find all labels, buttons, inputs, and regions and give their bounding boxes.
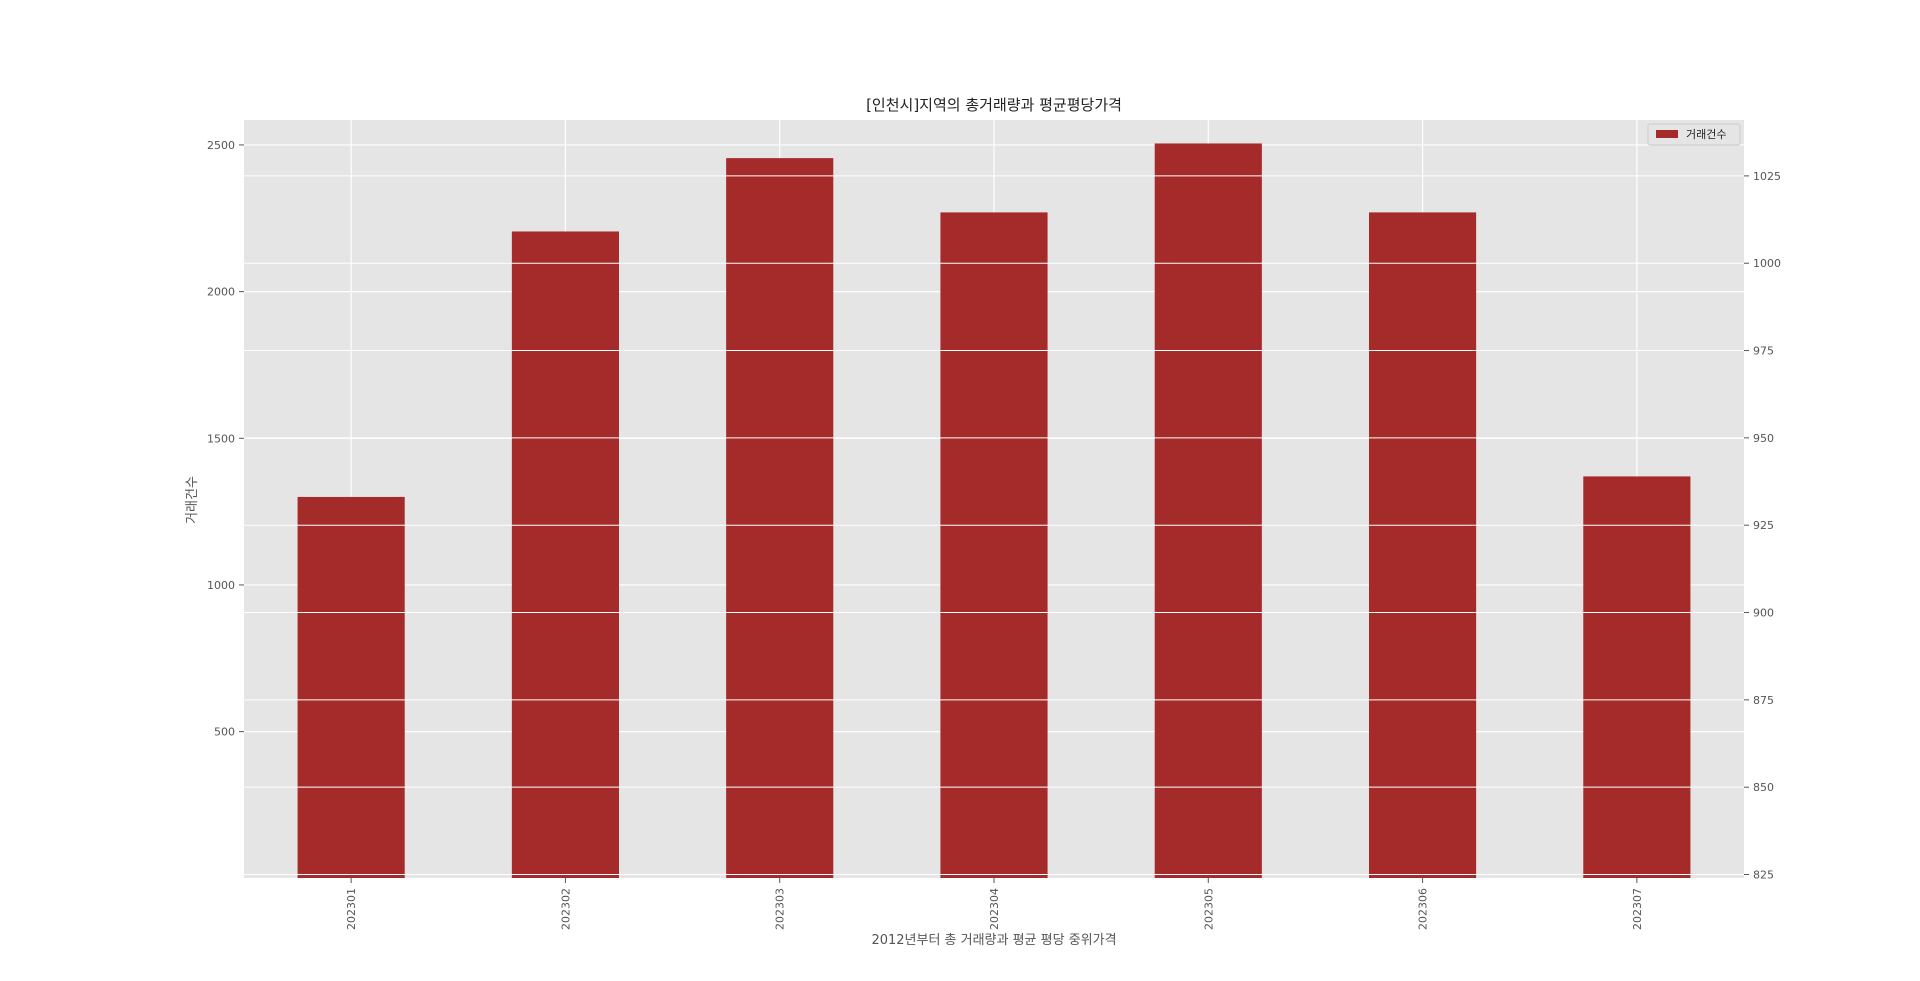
y2-tick-label: 1000 xyxy=(1753,257,1781,270)
y-axis-label: 거래건수 xyxy=(185,476,200,524)
bar xyxy=(1154,143,1262,878)
x-tick-label: 202304 xyxy=(988,888,1001,930)
legend-swatch xyxy=(1656,130,1678,138)
y2-tick-label: 925 xyxy=(1753,519,1774,532)
bar xyxy=(1369,212,1477,878)
y-tick-label: 500 xyxy=(214,726,235,739)
x-tick-label: 202306 xyxy=(1417,888,1430,930)
y2-tick-label: 875 xyxy=(1753,694,1774,707)
y2-tick-label: 900 xyxy=(1753,607,1774,620)
bar xyxy=(297,496,405,878)
y-axis-right: 825 850 875 900 925 950 975 1000 1025 xyxy=(1744,170,1781,882)
x-tick-label: 202307 xyxy=(1631,888,1644,930)
chart-title: [인천시]지역의 총거래량과 평균평당가격 xyxy=(866,96,1122,114)
y-tick-label: 2000 xyxy=(207,286,235,299)
bar xyxy=(511,231,619,878)
bar xyxy=(726,158,834,879)
y2-tick-label: 850 xyxy=(1753,781,1774,794)
y2-tick-label: 1025 xyxy=(1753,170,1781,183)
y-tick-label: 1000 xyxy=(207,579,235,592)
bars xyxy=(297,143,1691,879)
y2-tick-label: 975 xyxy=(1753,345,1774,358)
bar xyxy=(940,212,1048,878)
x-tick-label: 202305 xyxy=(1202,888,1215,930)
y2-tick-label: 950 xyxy=(1753,432,1774,445)
y2-tick-label: 825 xyxy=(1753,869,1774,882)
y-tick-label: 1500 xyxy=(207,432,235,445)
x-tick-label: 202301 xyxy=(345,888,358,930)
secondary-grid xyxy=(244,175,1744,876)
y-axis-left: 500 1000 1500 2000 2500 xyxy=(207,139,244,739)
legend-box xyxy=(1647,123,1741,146)
bar xyxy=(1583,476,1691,878)
x-axis-label: 2012년부터 총 거래량과 평균 평당 중위가격 xyxy=(871,933,1116,948)
x-tick-label: 202302 xyxy=(559,888,572,930)
x-tick-label: 202303 xyxy=(774,888,787,930)
y-tick-label: 2500 xyxy=(207,139,235,152)
legend-label: 거래건수 xyxy=(1686,128,1726,141)
legend: 거래건수 xyxy=(1647,123,1741,146)
x-axis: 202301 202302 202303 202304 202305 202306 2023… xyxy=(345,878,1644,930)
